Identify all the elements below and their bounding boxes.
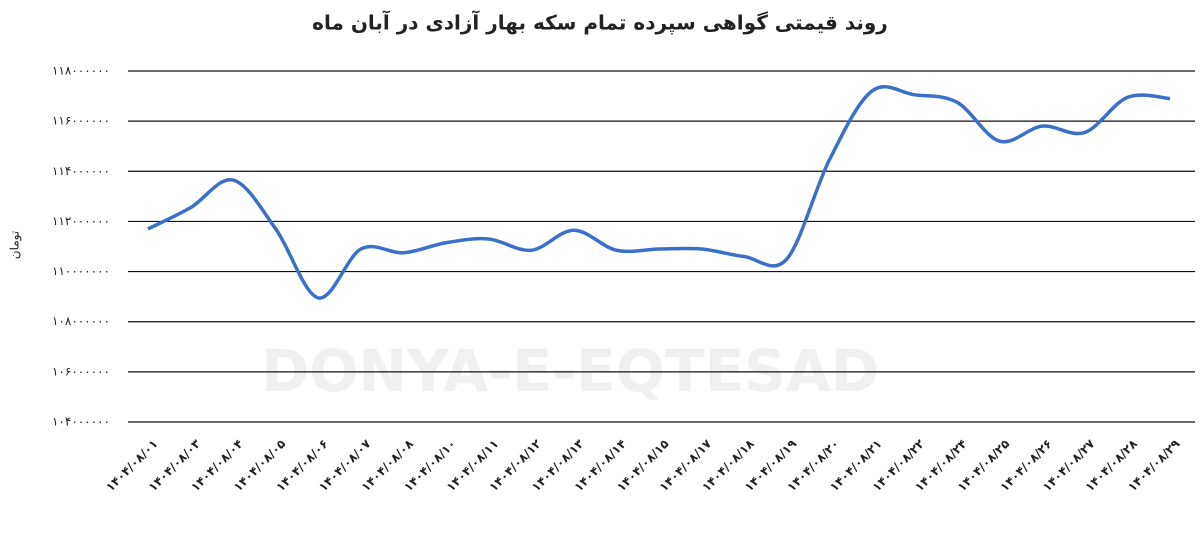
y-tick-label: ۱۱۲۰۰۰۰۰۰: [52, 214, 110, 228]
y-axis-label: تومان: [8, 231, 23, 259]
y-tick-label: ۱۱۶۰۰۰۰۰۰: [52, 114, 110, 128]
series-line: [147, 85, 1171, 300]
y-tick-label: ۱۰۸۰۰۰۰۰۰: [52, 314, 110, 328]
y-tick-label: ۱۱۰۰۰۰۰۰۰: [52, 264, 110, 278]
y-tick-label: ۱۰۶۰۰۰۰۰۰: [52, 364, 110, 378]
chart-title: روند قیمتی گواهی سپرده تمام سکه بهار آزا…: [312, 10, 888, 36]
y-tick-label: ۱۱۸۰۰۰۰۰۰: [52, 64, 110, 78]
y-tick-label: ۱۱۴۰۰۰۰۰۰: [52, 164, 110, 178]
watermark: DONYA-E-EQTESAD: [261, 337, 879, 405]
y-tick-label: ۱۰۴۰۰۰۰۰۰: [52, 415, 110, 429]
